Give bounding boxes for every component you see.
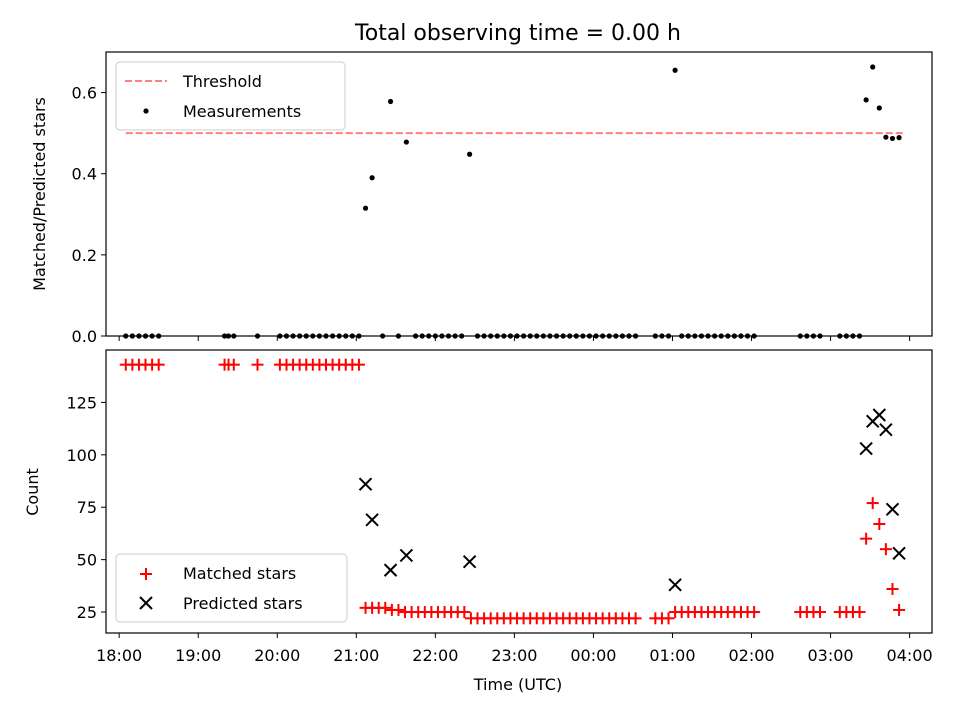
bottom-x-tick-label: 21:00 (333, 646, 379, 665)
bottom-legend: Matched stars Predicted stars (115, 553, 348, 623)
bottom-y-tick-label: 100 (66, 446, 97, 465)
predicted-star-point (872, 408, 887, 422)
matched-star-point (379, 601, 392, 614)
bottom-y-axis: 25 50 75 100 125 (66, 393, 106, 622)
matched-star-point (814, 606, 827, 619)
predicted-star-point (892, 546, 906, 561)
matched-star-point (860, 532, 873, 545)
bottom-x-tick-label: 19:00 (175, 646, 221, 665)
matched-star-point (893, 603, 906, 616)
bottom-x-tick-label: 02:00 (728, 646, 774, 665)
measurement-point (387, 98, 394, 105)
bottom-y-axis-label: Count (23, 468, 42, 516)
bottom-x-tick-label: 23:00 (491, 646, 537, 665)
predicted-star-point (462, 555, 477, 569)
measurement-point (870, 64, 876, 70)
measurement-point (876, 105, 882, 111)
top-y-axis-label: Matched/Predicted stars (30, 97, 49, 291)
matched-star-point (629, 612, 642, 625)
bottom-y-tick-label: 50 (77, 551, 97, 570)
legend-threshold-label: Threshold (182, 72, 262, 91)
predicted-star-point (365, 513, 379, 527)
measurement-point (403, 139, 409, 145)
measurement-point (362, 205, 369, 211)
bottom-x-tick-label: 18:00 (96, 646, 142, 665)
measurement-point (672, 67, 678, 73)
top-y-tick-label: 0.2 (72, 246, 97, 265)
bottom-x-tick-label: 04:00 (887, 646, 933, 665)
bottom-y-tick-label: 75 (77, 498, 97, 517)
top-y-tick-label: 0.0 (72, 327, 97, 346)
measurement-point (369, 175, 375, 181)
matched-star-point (886, 582, 899, 595)
legend-measurements-marker (143, 108, 149, 114)
matched-star-point (866, 497, 879, 510)
measurement-point (889, 135, 896, 142)
predicted-star-point (358, 477, 373, 491)
bottom-y-tick-label: 125 (66, 393, 97, 412)
bottom-x-tick-label: 03:00 (808, 646, 854, 665)
predicted-star-point (859, 441, 873, 456)
matched-star-point (352, 358, 365, 371)
measurement-point (883, 134, 889, 140)
bottom-x-axis-label: Time (UTC) (473, 675, 562, 694)
predicted-star-point (885, 502, 900, 517)
bottom-plot-frame (105, 349, 933, 634)
legend-predicted-label: Predicted stars (183, 594, 303, 613)
matched-star-point (879, 543, 892, 556)
measurement-point (466, 151, 473, 157)
bottom-x-axis: 18:00 19:00 20:00 21:00 22:00 23:00 00:00 01:00… (96, 633, 933, 665)
predicted-star-point (668, 578, 682, 592)
bottom-x-tick-label: 20:00 (254, 646, 300, 665)
bottom-legend-box (115, 553, 348, 623)
matched-star-point (251, 358, 264, 371)
chart-title: Total observing time = 0.00 h (354, 21, 681, 46)
bottom-x-tick-label: 01:00 (649, 646, 695, 665)
bottom-plot-area (119, 358, 906, 625)
predicted-star-point (879, 422, 893, 437)
bottom-x-tick-label: 00:00 (570, 646, 616, 665)
legend-matched-marker (140, 568, 152, 580)
matched-star-point (392, 603, 405, 616)
bottom-x-tick-label: 22:00 (412, 646, 458, 665)
top-y-axis: 0.0 0.2 0.4 0.6 (72, 84, 106, 346)
top-x-axis (118, 336, 911, 341)
matched-star-point (227, 358, 240, 371)
top-y-tick-label: 0.6 (72, 84, 97, 103)
legend-predicted-marker (139, 596, 153, 610)
matched-star-point (873, 517, 886, 530)
bottom-y-tick-label: 25 (77, 603, 97, 622)
predicted-star-point (383, 563, 398, 577)
top-y-tick-label: 0.4 (72, 165, 97, 184)
legend-measurements-label: Measurements (183, 102, 301, 121)
matched-star-point (748, 606, 761, 619)
top-plot-frame (105, 51, 933, 337)
matched-star-point (152, 358, 165, 371)
matched-star-point (853, 606, 866, 619)
top-legend: Threshold Measurements (115, 61, 346, 131)
legend-matched-label: Matched stars (183, 564, 296, 583)
top-legend-box (115, 61, 346, 131)
predicted-star-point (399, 548, 414, 563)
matched-star-point (458, 606, 471, 619)
measurement-point (863, 97, 869, 103)
measurement-point (896, 135, 902, 141)
matched-star-point (662, 612, 675, 625)
